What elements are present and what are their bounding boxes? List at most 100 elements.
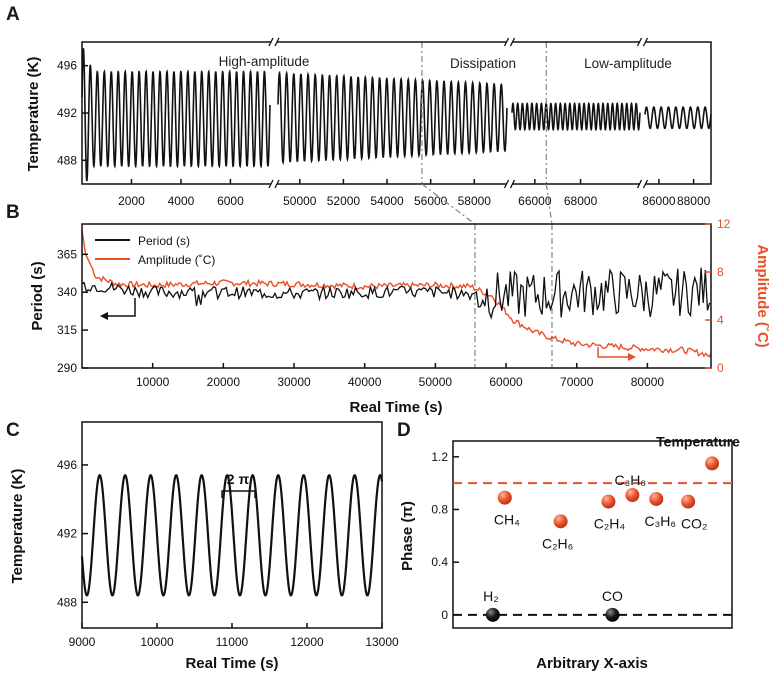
axis-break-mark <box>268 179 274 189</box>
axis-break-gap <box>639 37 646 47</box>
d-point-label: CO <box>602 588 623 604</box>
b-xtick-label: 80000 <box>631 375 665 389</box>
panel-c-plot <box>80 473 384 597</box>
b-ytick-right-label: 12 <box>717 217 731 231</box>
c-xtick-label: 10000 <box>140 635 174 649</box>
d-point-marker <box>681 494 696 509</box>
axis-break-mark <box>503 37 510 47</box>
b-ytick-label: 315 <box>57 323 77 337</box>
d-point-label: CO₂ <box>681 516 707 532</box>
c-ytick-label: 496 <box>57 458 77 472</box>
panel-c-xticks: 9000 10000 11000 12000 13000 <box>69 623 399 649</box>
series-amplitude-line <box>81 229 712 358</box>
boundary-connectors <box>421 183 553 225</box>
panel-b-letter: B <box>6 202 20 223</box>
panel-a-xticks: 2000 4000 6000 50000 52000 54000 56000 58000 660… <box>118 37 711 208</box>
panel-b-ylabel: Period (s) <box>29 261 46 330</box>
d-ytick-label: 0.4 <box>431 555 448 569</box>
a-series-segment <box>644 106 712 130</box>
d-point-label: C₂H₆ <box>542 535 573 551</box>
panel-d-yticks: 0 0.4 0.8 1.2 <box>431 450 459 622</box>
d-point-label: C₃H₆ <box>644 513 676 529</box>
panel-b-xticks: 10000 20000 30000 40000 50000 60000 70000 80000 <box>136 363 664 389</box>
panel-b-yticks-right: 0 4 8 12 <box>705 217 731 375</box>
d-point-marker <box>705 456 720 471</box>
panel-c-xlabel: Real Time (s) <box>185 655 278 672</box>
a-xtick-label: 52000 <box>327 194 361 208</box>
a-xtick-label: 88000 <box>677 194 711 208</box>
a-xtick-label: 66000 <box>518 194 552 208</box>
d-point-marker <box>625 487 640 502</box>
c-temperature-line <box>80 473 384 597</box>
panel-b-yticks: 290 315 340 365 <box>57 247 88 375</box>
period-annotation: 2 π <box>227 471 250 487</box>
b-ytick-label: 290 <box>57 361 77 375</box>
axis-break-mark <box>274 179 280 189</box>
c-ytick-label: 488 <box>57 595 77 609</box>
panel-d-xlabel: Arbitrary X-axis <box>536 655 648 672</box>
a-xtick-label: 68000 <box>564 194 598 208</box>
d-point-marker <box>649 491 664 506</box>
d-point-marker <box>497 490 512 505</box>
c-xtick-label: 11000 <box>216 635 249 649</box>
panel-d-frame <box>452 440 733 629</box>
a-ytick-label: 496 <box>57 59 77 73</box>
a-series-segment <box>511 101 641 132</box>
a-xtick-label: 50000 <box>283 194 317 208</box>
a-xtick-label: 58000 <box>458 194 492 208</box>
panel-b-ylabel-right: Amplitude (˚C) <box>754 244 769 347</box>
b-ytick-label: 365 <box>57 247 77 261</box>
d-ytick-label: 0 <box>441 608 448 622</box>
axis-break-gap <box>271 37 277 47</box>
a-xtick-label: 6000 <box>217 194 244 208</box>
axis-break-mark <box>509 179 516 189</box>
panel-c-letter: C <box>6 420 20 441</box>
c-ytick-label: 492 <box>57 527 77 541</box>
panel-a-plot <box>81 42 712 184</box>
c-xtick-label: 13000 <box>365 635 399 649</box>
panel-b-plot <box>81 224 712 368</box>
panel-b-legend: Period (s) Amplitude (˚C) <box>95 234 215 267</box>
b-ytick-label: 340 <box>57 285 77 299</box>
panel-b: B Period (s) Amplitude (˚C) Real Time (s… <box>6 202 769 416</box>
axis-break-mark <box>642 37 649 47</box>
b-xtick-label: 70000 <box>560 375 594 389</box>
a-series-segment <box>277 70 508 166</box>
panel-c-ylabel: Temperature (K) <box>9 469 26 584</box>
axis-break-gap <box>271 179 277 189</box>
c-xtick-label: 12000 <box>290 635 324 649</box>
a-xtick-label: 56000 <box>414 194 448 208</box>
region-label-high-amplitude: High-amplitude <box>219 54 310 69</box>
d-point-label: Temperature <box>656 433 740 449</box>
panel-d-ylabel: Phase (π) <box>399 501 416 571</box>
panel-a-yticks: 488 492 496 <box>57 59 88 167</box>
legend-period-label: Period (s) <box>138 234 190 248</box>
b-xtick-label: 20000 <box>207 375 241 389</box>
panel-a: A Temperature (K) High-amplitude Dissipa… <box>6 4 712 208</box>
period-axis-arrow <box>102 298 136 317</box>
d-point-marker <box>553 514 568 529</box>
a-series-segment <box>81 47 271 182</box>
amplitude-axis-arrow <box>597 347 632 358</box>
b-xtick-label: 40000 <box>348 375 382 389</box>
b-ytick-right-label: 0 <box>717 361 724 375</box>
d-point-marker <box>485 607 500 622</box>
axis-break-gap <box>639 179 646 189</box>
panel-b-xlabel: Real Time (s) <box>349 399 442 416</box>
axis-break-gap <box>506 179 513 189</box>
region-label-dissipation: Dissipation <box>450 56 516 71</box>
a-xtick-label: 4000 <box>168 194 195 208</box>
axis-break-mark <box>274 37 280 47</box>
a-xtick-label: 54000 <box>370 194 404 208</box>
c-xtick-label: 9000 <box>69 635 96 649</box>
b-ytick-right-label: 4 <box>717 313 724 327</box>
a-xtick-label: 2000 <box>118 194 145 208</box>
panel-a-letter: A <box>6 4 20 25</box>
d-point-label: H₂ <box>483 588 499 604</box>
panel-c: C Temperature (K) Real Time (s) 488 492 49… <box>6 420 399 672</box>
d-point-marker <box>601 494 616 509</box>
panel-d-plot: H₂ CO CH₄ C₂H₆ C₂H₄ C₃H₈ C₃H₆ CO₂ Temperature <box>453 433 740 622</box>
connector-dissipation-end <box>545 183 553 225</box>
